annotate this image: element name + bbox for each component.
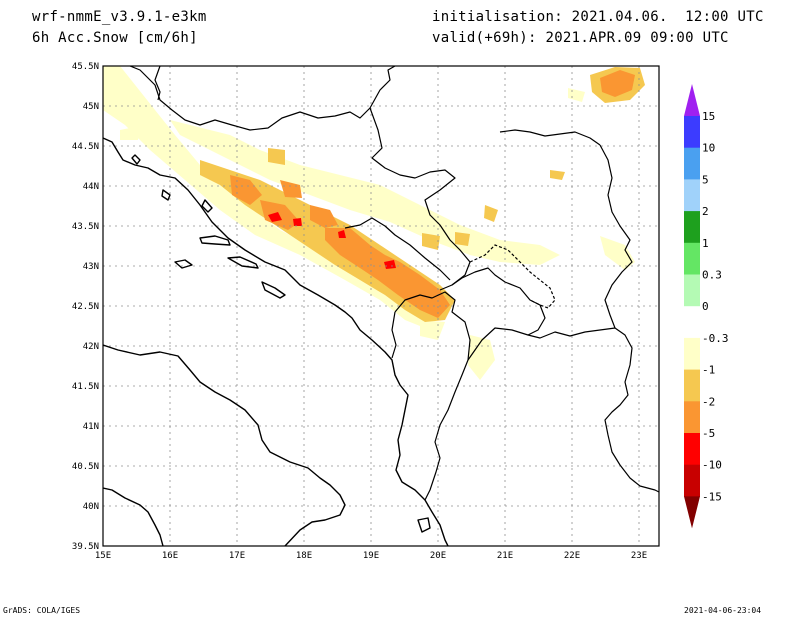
colorbar-label: 1 <box>702 237 709 250</box>
lon-label: 17E <box>229 551 245 561</box>
init-time: initialisation: 2021.04.06. 12:00 UTC <box>432 9 764 25</box>
lon-label: 21E <box>497 551 513 561</box>
lon-label: 18E <box>296 551 312 561</box>
lat-label: 40N <box>83 502 99 512</box>
colorbar-bottom-arrow <box>684 496 700 529</box>
colorbar-box <box>684 369 700 402</box>
lon-label: 20E <box>430 551 446 561</box>
lat-label: 42N <box>83 342 99 352</box>
gridlines <box>103 66 659 546</box>
colorbar-label: -0.3 <box>702 332 729 345</box>
lat-label: 40.5N <box>72 462 99 472</box>
lat-label: 45.5N <box>72 62 99 72</box>
colorbar-label: -10 <box>702 459 722 472</box>
colorbar-label: -2 <box>702 395 715 408</box>
map-frame <box>102 65 660 547</box>
colorbar-label: 5 <box>702 173 709 186</box>
colorbar-box <box>684 337 700 371</box>
colorbar-box <box>684 116 700 149</box>
colorbar-label: 15 <box>702 110 715 123</box>
colorbar-box <box>684 147 700 180</box>
colorbar-box <box>684 464 700 497</box>
colorbar-label: 2 <box>702 205 709 218</box>
colorbar-top-arrow <box>684 84 700 116</box>
lat-label: 43.5N <box>72 222 99 232</box>
colorbar-label: -5 <box>702 427 715 440</box>
footer-credit: GrADS: COLA/IGES <box>3 606 81 615</box>
colorbar-box <box>684 306 700 339</box>
snow-light <box>103 66 635 380</box>
lat-label: 41.5N <box>72 382 99 392</box>
lon-label: 19E <box>363 551 379 561</box>
map-area <box>103 66 659 546</box>
lat-labels: 45.5N 45N 44.5N 44N 43.5N 43N 42.5N 42N … <box>72 62 99 552</box>
snow-extreme <box>268 212 396 269</box>
kosovo-border <box>469 244 556 309</box>
colorbar-label: -15 <box>702 490 722 503</box>
lat-label: 41N <box>83 422 99 432</box>
colorbar-label: -1 <box>702 364 715 377</box>
valid-time: valid(+69h): 2021.APR.09 09:00 UTC <box>432 30 729 46</box>
field-title: 6h Acc.Snow [cm/6h] <box>32 30 198 46</box>
lon-label: 23E <box>631 551 647 561</box>
lat-label: 42.5N <box>72 302 99 312</box>
lon-label: 16E <box>162 551 178 561</box>
colorbar-label: 0 <box>702 300 709 313</box>
lat-label: 43N <box>83 262 99 272</box>
lon-label: 15E <box>95 551 111 561</box>
lon-label: 22E <box>564 551 580 561</box>
lon-labels: 15E 16E 17E 18E 19E 20E 21E 22E 23E <box>95 551 647 561</box>
lat-label: 39.5N <box>72 542 99 552</box>
colorbar-box <box>684 179 700 212</box>
colorbar-box <box>684 401 700 434</box>
lat-label: 45N <box>83 102 99 112</box>
colorbar-box <box>684 242 700 275</box>
lat-label: 44N <box>83 182 99 192</box>
model-title: wrf-nmmE_v3.9.1-e3km <box>32 9 207 25</box>
coastlines <box>103 137 449 546</box>
colorbar-box <box>684 274 700 307</box>
country-borders <box>129 66 659 501</box>
lat-label: 44.5N <box>72 142 99 152</box>
colorbar: 15 10 5 2 1 0.3 0 -0.3 -1 -2 -5 -10 -15 <box>684 84 729 529</box>
footer-timestamp: 2021-04-06-23:04 <box>684 606 762 615</box>
colorbar-box <box>684 211 700 244</box>
colorbar-label: 0.3 <box>702 269 722 282</box>
colorbar-box <box>684 433 700 466</box>
colorbar-label: 10 <box>702 142 715 155</box>
